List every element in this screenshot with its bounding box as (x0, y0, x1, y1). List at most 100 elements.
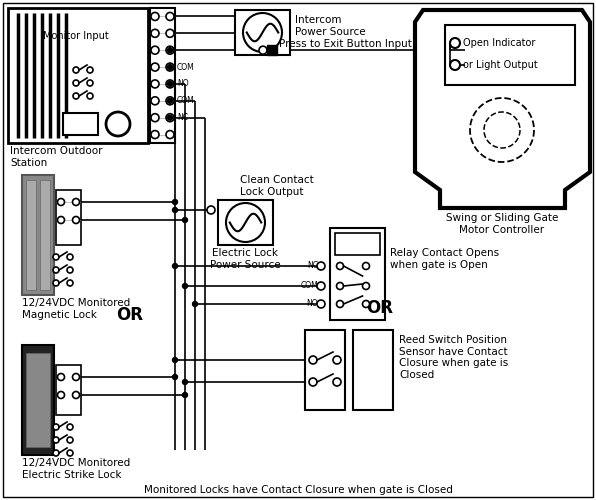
Bar (150, 8, 175, 143)
Circle shape (151, 30, 159, 38)
Text: Monitor Input: Monitor Input (43, 31, 109, 41)
Circle shape (317, 262, 325, 270)
Circle shape (182, 380, 188, 384)
Text: Monitored Locks have Contact Closure when gate is Closed: Monitored Locks have Contact Closure whe… (144, 485, 452, 495)
Text: COM: COM (300, 282, 318, 290)
Circle shape (57, 374, 64, 380)
Circle shape (172, 208, 178, 212)
Text: 12/24VDC Monitored
Electric Strike Lock: 12/24VDC Monitored Electric Strike Lock (22, 458, 131, 479)
Circle shape (151, 97, 159, 105)
Circle shape (167, 98, 172, 103)
Bar (63, 113, 98, 135)
Circle shape (87, 80, 93, 86)
Bar (235, 10, 290, 55)
Circle shape (172, 264, 178, 268)
Circle shape (182, 218, 188, 222)
Text: NC: NC (177, 113, 188, 122)
Text: Press to Exit Button Input: Press to Exit Button Input (279, 39, 412, 49)
Bar (218, 200, 273, 245)
Circle shape (151, 80, 159, 88)
Circle shape (337, 282, 343, 290)
Circle shape (67, 254, 73, 260)
Circle shape (87, 93, 93, 99)
Circle shape (53, 267, 59, 273)
Circle shape (57, 392, 64, 398)
Circle shape (53, 437, 59, 443)
Circle shape (73, 392, 79, 398)
Circle shape (167, 48, 172, 52)
Circle shape (172, 200, 178, 204)
Circle shape (53, 450, 59, 456)
Circle shape (337, 300, 343, 308)
Circle shape (362, 300, 370, 308)
Bar (40, 180, 50, 290)
Circle shape (337, 262, 343, 270)
Circle shape (166, 97, 174, 105)
Text: NO: NO (177, 80, 188, 88)
Circle shape (172, 358, 178, 362)
Circle shape (166, 12, 174, 20)
Circle shape (67, 450, 73, 456)
Bar (8, 8, 148, 143)
Circle shape (151, 114, 159, 122)
Circle shape (167, 64, 172, 70)
Circle shape (193, 302, 197, 306)
Text: Clean Contact
Lock Output: Clean Contact Lock Output (240, 175, 313, 197)
Text: Intercom
Power Source: Intercom Power Source (295, 15, 365, 36)
Circle shape (73, 216, 79, 224)
Text: OR: OR (116, 306, 144, 324)
Circle shape (67, 424, 73, 430)
Bar (330, 228, 385, 320)
Text: NC: NC (307, 262, 318, 270)
Circle shape (226, 203, 265, 242)
Bar (335, 233, 380, 255)
Circle shape (151, 130, 159, 138)
Bar (22, 345, 54, 455)
Text: Swing or Sliding Gate
Motor Controller: Swing or Sliding Gate Motor Controller (446, 213, 558, 234)
Text: COM: COM (177, 62, 195, 72)
Text: or Light Output: or Light Output (463, 60, 538, 70)
Circle shape (362, 262, 370, 270)
Circle shape (166, 114, 174, 122)
Circle shape (317, 282, 325, 290)
Circle shape (450, 38, 460, 48)
Circle shape (151, 46, 159, 54)
Bar (26, 180, 36, 290)
Polygon shape (415, 10, 590, 208)
Bar (26, 353, 50, 447)
Text: Intercom Outdoor
Station: Intercom Outdoor Station (10, 146, 103, 168)
Circle shape (73, 198, 79, 205)
Circle shape (333, 378, 341, 386)
Circle shape (57, 198, 64, 205)
Bar (267, 45, 277, 55)
Bar (353, 330, 393, 410)
Circle shape (362, 282, 370, 290)
Circle shape (73, 93, 79, 99)
Bar (56, 190, 81, 245)
Circle shape (53, 254, 59, 260)
Circle shape (166, 80, 174, 88)
Bar (305, 330, 345, 410)
Circle shape (450, 60, 460, 70)
Circle shape (53, 280, 59, 286)
Text: Electric Lock
Power Source: Electric Lock Power Source (210, 248, 281, 270)
Circle shape (309, 356, 317, 364)
Circle shape (167, 82, 172, 86)
Bar (56, 365, 81, 415)
Text: NO: NO (306, 300, 318, 308)
Circle shape (106, 112, 130, 136)
Bar (445, 25, 575, 85)
Circle shape (333, 356, 341, 364)
Circle shape (166, 130, 174, 138)
Circle shape (166, 63, 174, 71)
Circle shape (151, 12, 159, 20)
Circle shape (151, 63, 159, 71)
Text: OR: OR (367, 299, 393, 317)
Circle shape (73, 374, 79, 380)
Circle shape (182, 284, 188, 288)
Text: COM: COM (177, 96, 195, 106)
Circle shape (172, 374, 178, 380)
Circle shape (73, 67, 79, 73)
Text: Open Indicator: Open Indicator (463, 38, 535, 48)
Circle shape (67, 267, 73, 273)
